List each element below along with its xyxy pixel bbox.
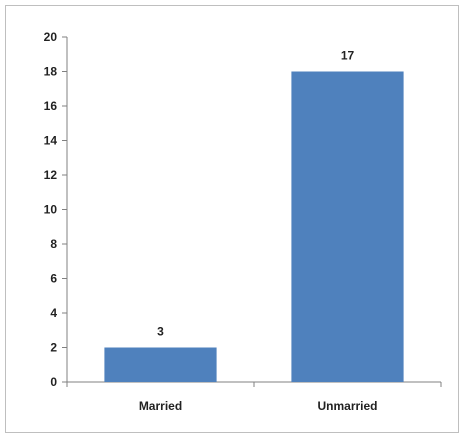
data-label: 3 [157, 325, 164, 339]
y-tick-label: 14 [44, 134, 58, 148]
y-tick-label: 18 [44, 65, 58, 79]
data-labels: 3 17 [157, 49, 354, 339]
y-tick-label: 10 [44, 203, 58, 217]
data-label: 17 [341, 49, 355, 63]
bar-unmarried [291, 71, 404, 382]
bar-married [104, 347, 217, 382]
y-tick-label: 2 [50, 341, 57, 355]
x-tick-label: Unmarried [317, 399, 377, 413]
y-tick-label: 4 [50, 306, 57, 320]
y-tick-label: 16 [44, 99, 58, 113]
y-tick-label: 6 [50, 272, 57, 286]
y-tick-label: 8 [50, 237, 57, 251]
y-axis: 0 2 4 6 8 10 12 14 16 18 20 [44, 30, 68, 389]
bars [104, 71, 404, 382]
y-tick-label: 20 [44, 30, 58, 44]
y-tick-label: 0 [50, 375, 57, 389]
x-tick-label: Married [139, 399, 182, 413]
x-axis: Married Unmarried [66, 381, 442, 413]
y-tick-label: 12 [44, 168, 58, 182]
